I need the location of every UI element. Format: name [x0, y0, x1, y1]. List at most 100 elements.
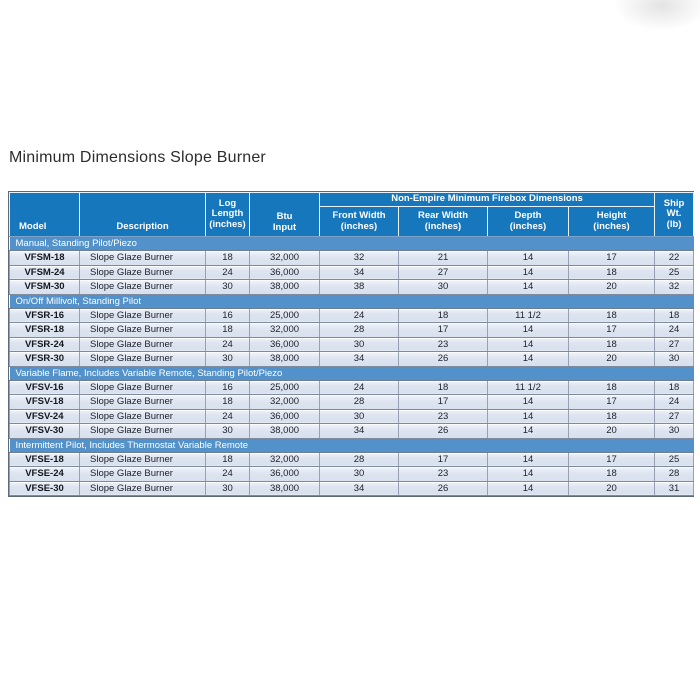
cell-depth: 14	[487, 408, 569, 424]
table-row: VFSM-18 Slope Glaze Burner 18 32,000 32 21 14 1…	[9, 250, 695, 266]
cell-description: Slope Glaze Burner	[79, 336, 206, 352]
cell-front-width: 34	[319, 351, 399, 367]
col-header-log-length: Log Length (inches)	[205, 192, 250, 237]
group-header-firebox-dimensions: Non-Empire Minimum Firebox Dimensions	[318, 192, 656, 207]
cell-btu-input: 25,000	[249, 379, 320, 395]
cell-height: 17	[567, 451, 656, 467]
cell-model: VFSV-24	[9, 408, 80, 424]
cell-log-length: 30	[205, 279, 250, 295]
cell-depth: 14	[487, 451, 569, 467]
cell-description: Slope Glaze Burner	[79, 466, 206, 482]
cell-model: VFSE-24	[9, 466, 80, 482]
cell-log-length: 30	[205, 423, 250, 439]
cell-log-length: 18	[205, 451, 250, 467]
cell-description: Slope Glaze Burner	[79, 423, 206, 439]
section-label: On/Off Millivolt, Standing Pilot	[9, 293, 694, 309]
cell-height: 20	[567, 480, 656, 496]
section-label: Variable Flame, Includes Variable Remote…	[9, 365, 694, 381]
table-body: Manual, Standing Pilot/Piezo VFSM-18 Slope…	[9, 236, 695, 496]
section-header-row: Variable Flame, Includes Variable Remote…	[9, 365, 694, 381]
cell-rear-width: 26	[398, 351, 488, 367]
cell-height: 17	[567, 394, 656, 410]
cell-front-width: 30	[319, 466, 399, 482]
header-row-top: Model Description Log Length (inches) Bt…	[9, 192, 695, 237]
cell-ship-wt: 28	[654, 466, 695, 482]
cell-btu-input: 32,000	[249, 322, 320, 338]
cell-depth: 14	[487, 351, 569, 367]
cell-depth: 14	[487, 394, 569, 410]
cell-depth: 14	[487, 264, 569, 280]
cell-height: 18	[567, 408, 656, 424]
section-header-row: Intermittent Pilot, Includes Thermostat …	[9, 437, 694, 453]
cell-log-length: 16	[205, 379, 250, 395]
table-row: VFSE-24 Slope Glaze Burner 24 36,000 30 23 14 1…	[9, 466, 695, 482]
cell-btu-input: 32,000	[249, 250, 320, 266]
cell-model: VFSR-24	[9, 336, 80, 352]
cell-ship-wt: 32	[654, 279, 695, 295]
page-title: Minimum Dimensions Slope Burner	[9, 149, 266, 166]
cell-rear-width: 26	[398, 423, 488, 439]
cell-front-width: 34	[319, 264, 399, 280]
table-row: VFSV-16 Slope Glaze Burner 16 25,000 24 18 11 …	[9, 379, 695, 395]
col-header-description: Description	[79, 192, 206, 237]
col-header-depth: Depth (inches)	[487, 206, 569, 237]
cell-log-length: 16	[205, 307, 250, 323]
cell-front-width: 24	[319, 379, 399, 395]
cell-description: Slope Glaze Burner	[79, 379, 206, 395]
cell-height: 18	[567, 466, 656, 482]
cell-rear-width: 30	[398, 279, 488, 295]
cell-height: 18	[567, 336, 656, 352]
cell-rear-width: 18	[398, 379, 488, 395]
cell-description: Slope Glaze Burner	[79, 264, 206, 280]
cell-description: Slope Glaze Burner	[79, 307, 206, 323]
cell-front-width: 34	[319, 480, 399, 496]
cell-depth: 14	[487, 423, 569, 439]
table-row: VFSM-24 Slope Glaze Burner 24 36,000 34 27 14 1…	[9, 264, 695, 280]
cell-description: Slope Glaze Burner	[79, 279, 206, 295]
section-header-row: Manual, Standing Pilot/Piezo	[9, 236, 694, 251]
cell-description: Slope Glaze Burner	[79, 394, 206, 410]
cell-description: Slope Glaze Burner	[79, 351, 206, 367]
cell-rear-width: 23	[398, 408, 488, 424]
cell-ship-wt: 18	[654, 307, 695, 323]
cell-log-length: 24	[205, 264, 250, 280]
cell-depth: 14	[487, 322, 569, 338]
cell-description: Slope Glaze Burner	[79, 408, 206, 424]
section-header-row: On/Off Millivolt, Standing Pilot	[9, 293, 694, 309]
table-row: VFSR-16 Slope Glaze Burner 16 25,000 24 18 11 …	[9, 307, 695, 323]
table-row: VFSV-30 Slope Glaze Burner 30 38,000 34 26 14 2…	[9, 423, 695, 439]
cell-ship-wt: 24	[654, 322, 695, 338]
cell-btu-input: 36,000	[249, 408, 320, 424]
table-row: VFSM-30 Slope Glaze Burner 30 38,000 38 30 14 2…	[9, 279, 695, 295]
cell-height: 20	[567, 351, 656, 367]
cell-ship-wt: 25	[654, 264, 695, 280]
cell-btu-input: 25,000	[249, 307, 320, 323]
cell-model: VFSM-18	[9, 250, 80, 266]
cell-model: VFSE-30	[9, 480, 80, 496]
cell-rear-width: 21	[398, 250, 488, 266]
cell-log-length: 24	[205, 408, 250, 424]
cell-description: Slope Glaze Burner	[79, 250, 206, 266]
cell-depth: 11 1/2	[487, 379, 569, 395]
cell-model: VFSV-16	[9, 379, 80, 395]
cell-rear-width: 26	[398, 480, 488, 496]
cell-ship-wt: 25	[654, 451, 695, 467]
cell-depth: 14	[487, 480, 569, 496]
table-row: VFSE-18 Slope Glaze Burner 18 32,000 28 17 14 1…	[9, 451, 695, 467]
cell-log-length: 30	[205, 351, 250, 367]
cell-front-width: 28	[319, 322, 399, 338]
table-row: VFSR-30 Slope Glaze Burner 30 38,000 34 26 14 2…	[9, 351, 695, 367]
table-row: VFSR-24 Slope Glaze Burner 24 36,000 30 23 14 1…	[9, 336, 695, 352]
cell-model: VFSE-18	[9, 451, 80, 467]
section-label: Intermittent Pilot, Includes Thermostat …	[9, 437, 694, 453]
cell-front-width: 30	[319, 408, 399, 424]
cell-front-width: 28	[319, 451, 399, 467]
cell-front-width: 38	[319, 279, 399, 295]
cell-rear-width: 23	[398, 336, 488, 352]
cell-description: Slope Glaze Burner	[79, 480, 206, 496]
cell-log-length: 18	[205, 394, 250, 410]
cell-front-width: 24	[319, 307, 399, 323]
cell-height: 17	[567, 250, 656, 266]
col-header-front-width: Front Width (inches)	[319, 206, 399, 237]
